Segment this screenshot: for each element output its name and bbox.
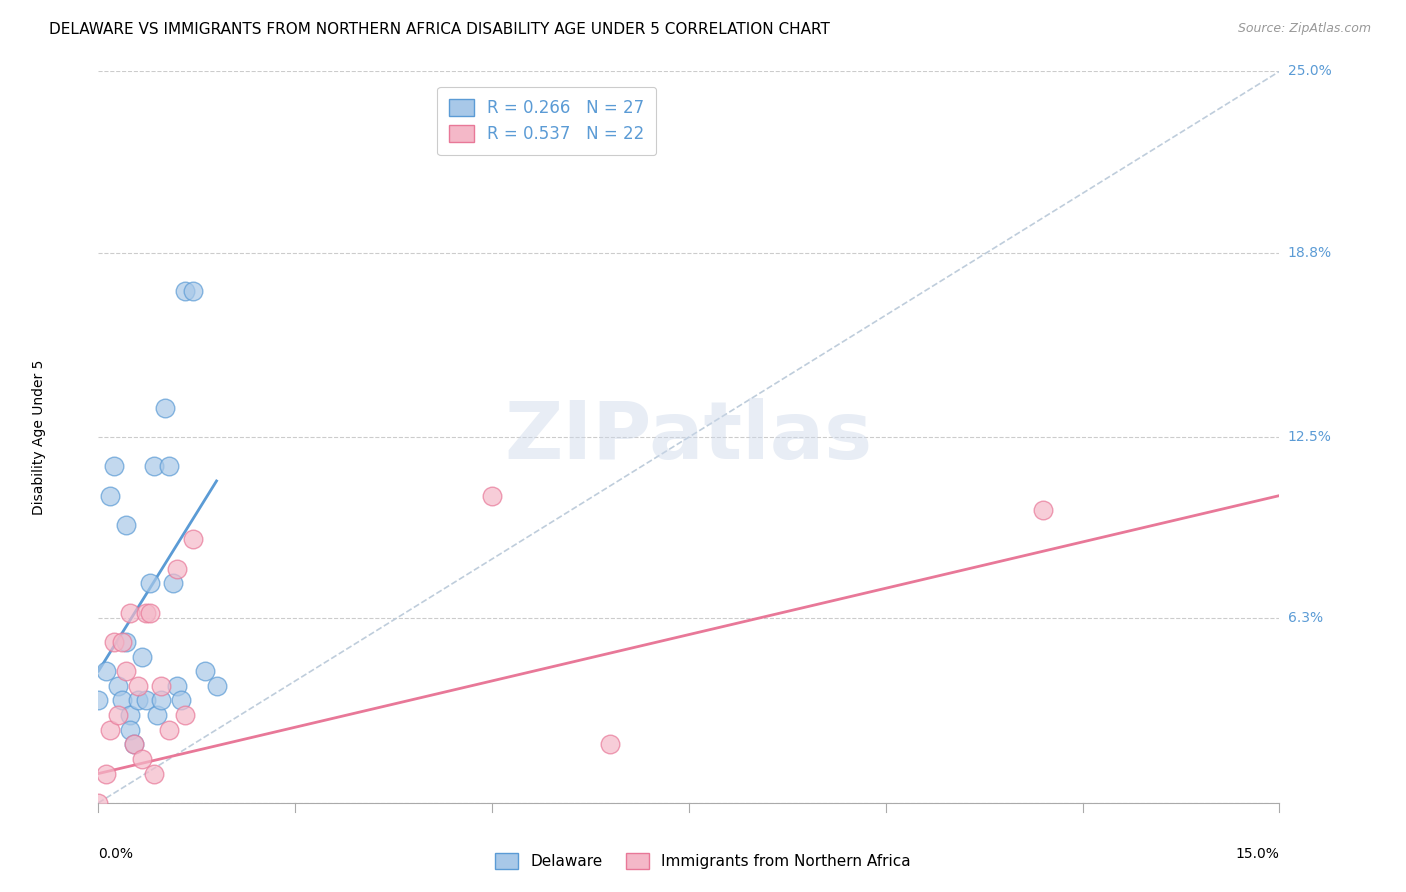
Point <box>103 459 125 474</box>
Point <box>142 459 165 474</box>
Point <box>111 635 134 649</box>
Point <box>205 679 228 693</box>
Point <box>138 606 160 620</box>
Point <box>599 737 621 751</box>
Text: 25.0%: 25.0% <box>1288 64 1331 78</box>
Text: 6.3%: 6.3% <box>1288 612 1323 625</box>
Point <box>181 533 204 547</box>
Point <box>166 679 188 693</box>
Point <box>135 693 157 707</box>
Point <box>111 693 134 707</box>
Point <box>107 708 129 723</box>
Point <box>174 708 197 723</box>
Point <box>162 576 184 591</box>
Point <box>96 664 118 678</box>
Point <box>118 606 141 620</box>
Text: DELAWARE VS IMMIGRANTS FROM NORTHERN AFRICA DISABILITY AGE UNDER 5 CORRELATION C: DELAWARE VS IMMIGRANTS FROM NORTHERN AFR… <box>49 22 830 37</box>
Text: Disability Age Under 5: Disability Age Under 5 <box>32 359 46 515</box>
Legend: Delaware, Immigrants from Northern Africa: Delaware, Immigrants from Northern Afric… <box>489 847 917 875</box>
Point <box>115 664 138 678</box>
Point <box>98 489 121 503</box>
Point <box>166 562 188 576</box>
Point <box>481 489 503 503</box>
Point <box>157 723 180 737</box>
Point <box>131 649 153 664</box>
Point <box>96 766 118 780</box>
Point <box>131 752 153 766</box>
Point <box>174 284 197 298</box>
Point <box>115 635 138 649</box>
Point <box>127 679 149 693</box>
Point <box>87 693 110 707</box>
Point <box>122 737 145 751</box>
Text: 18.8%: 18.8% <box>1288 246 1331 260</box>
Point <box>194 664 217 678</box>
Point <box>122 737 145 751</box>
Point <box>127 693 149 707</box>
Legend: R = 0.266   N = 27, R = 0.537   N = 22: R = 0.266 N = 27, R = 0.537 N = 22 <box>437 87 657 155</box>
Point <box>115 517 138 532</box>
Point <box>155 401 177 415</box>
Point <box>150 693 173 707</box>
Text: 12.5%: 12.5% <box>1288 430 1331 444</box>
Point <box>150 679 173 693</box>
Point <box>103 635 125 649</box>
Text: Source: ZipAtlas.com: Source: ZipAtlas.com <box>1237 22 1371 36</box>
Text: ZIPatlas: ZIPatlas <box>505 398 873 476</box>
Point <box>135 606 157 620</box>
Point <box>98 723 121 737</box>
Point <box>146 708 169 723</box>
Point <box>118 723 141 737</box>
Point <box>1032 503 1054 517</box>
Point <box>107 679 129 693</box>
Point <box>181 284 204 298</box>
Point <box>170 693 193 707</box>
Point <box>157 459 180 474</box>
Point <box>118 708 141 723</box>
Text: 15.0%: 15.0% <box>1236 847 1279 861</box>
Point <box>138 576 160 591</box>
Point <box>142 766 165 780</box>
Point <box>87 796 110 810</box>
Text: 0.0%: 0.0% <box>98 847 134 861</box>
